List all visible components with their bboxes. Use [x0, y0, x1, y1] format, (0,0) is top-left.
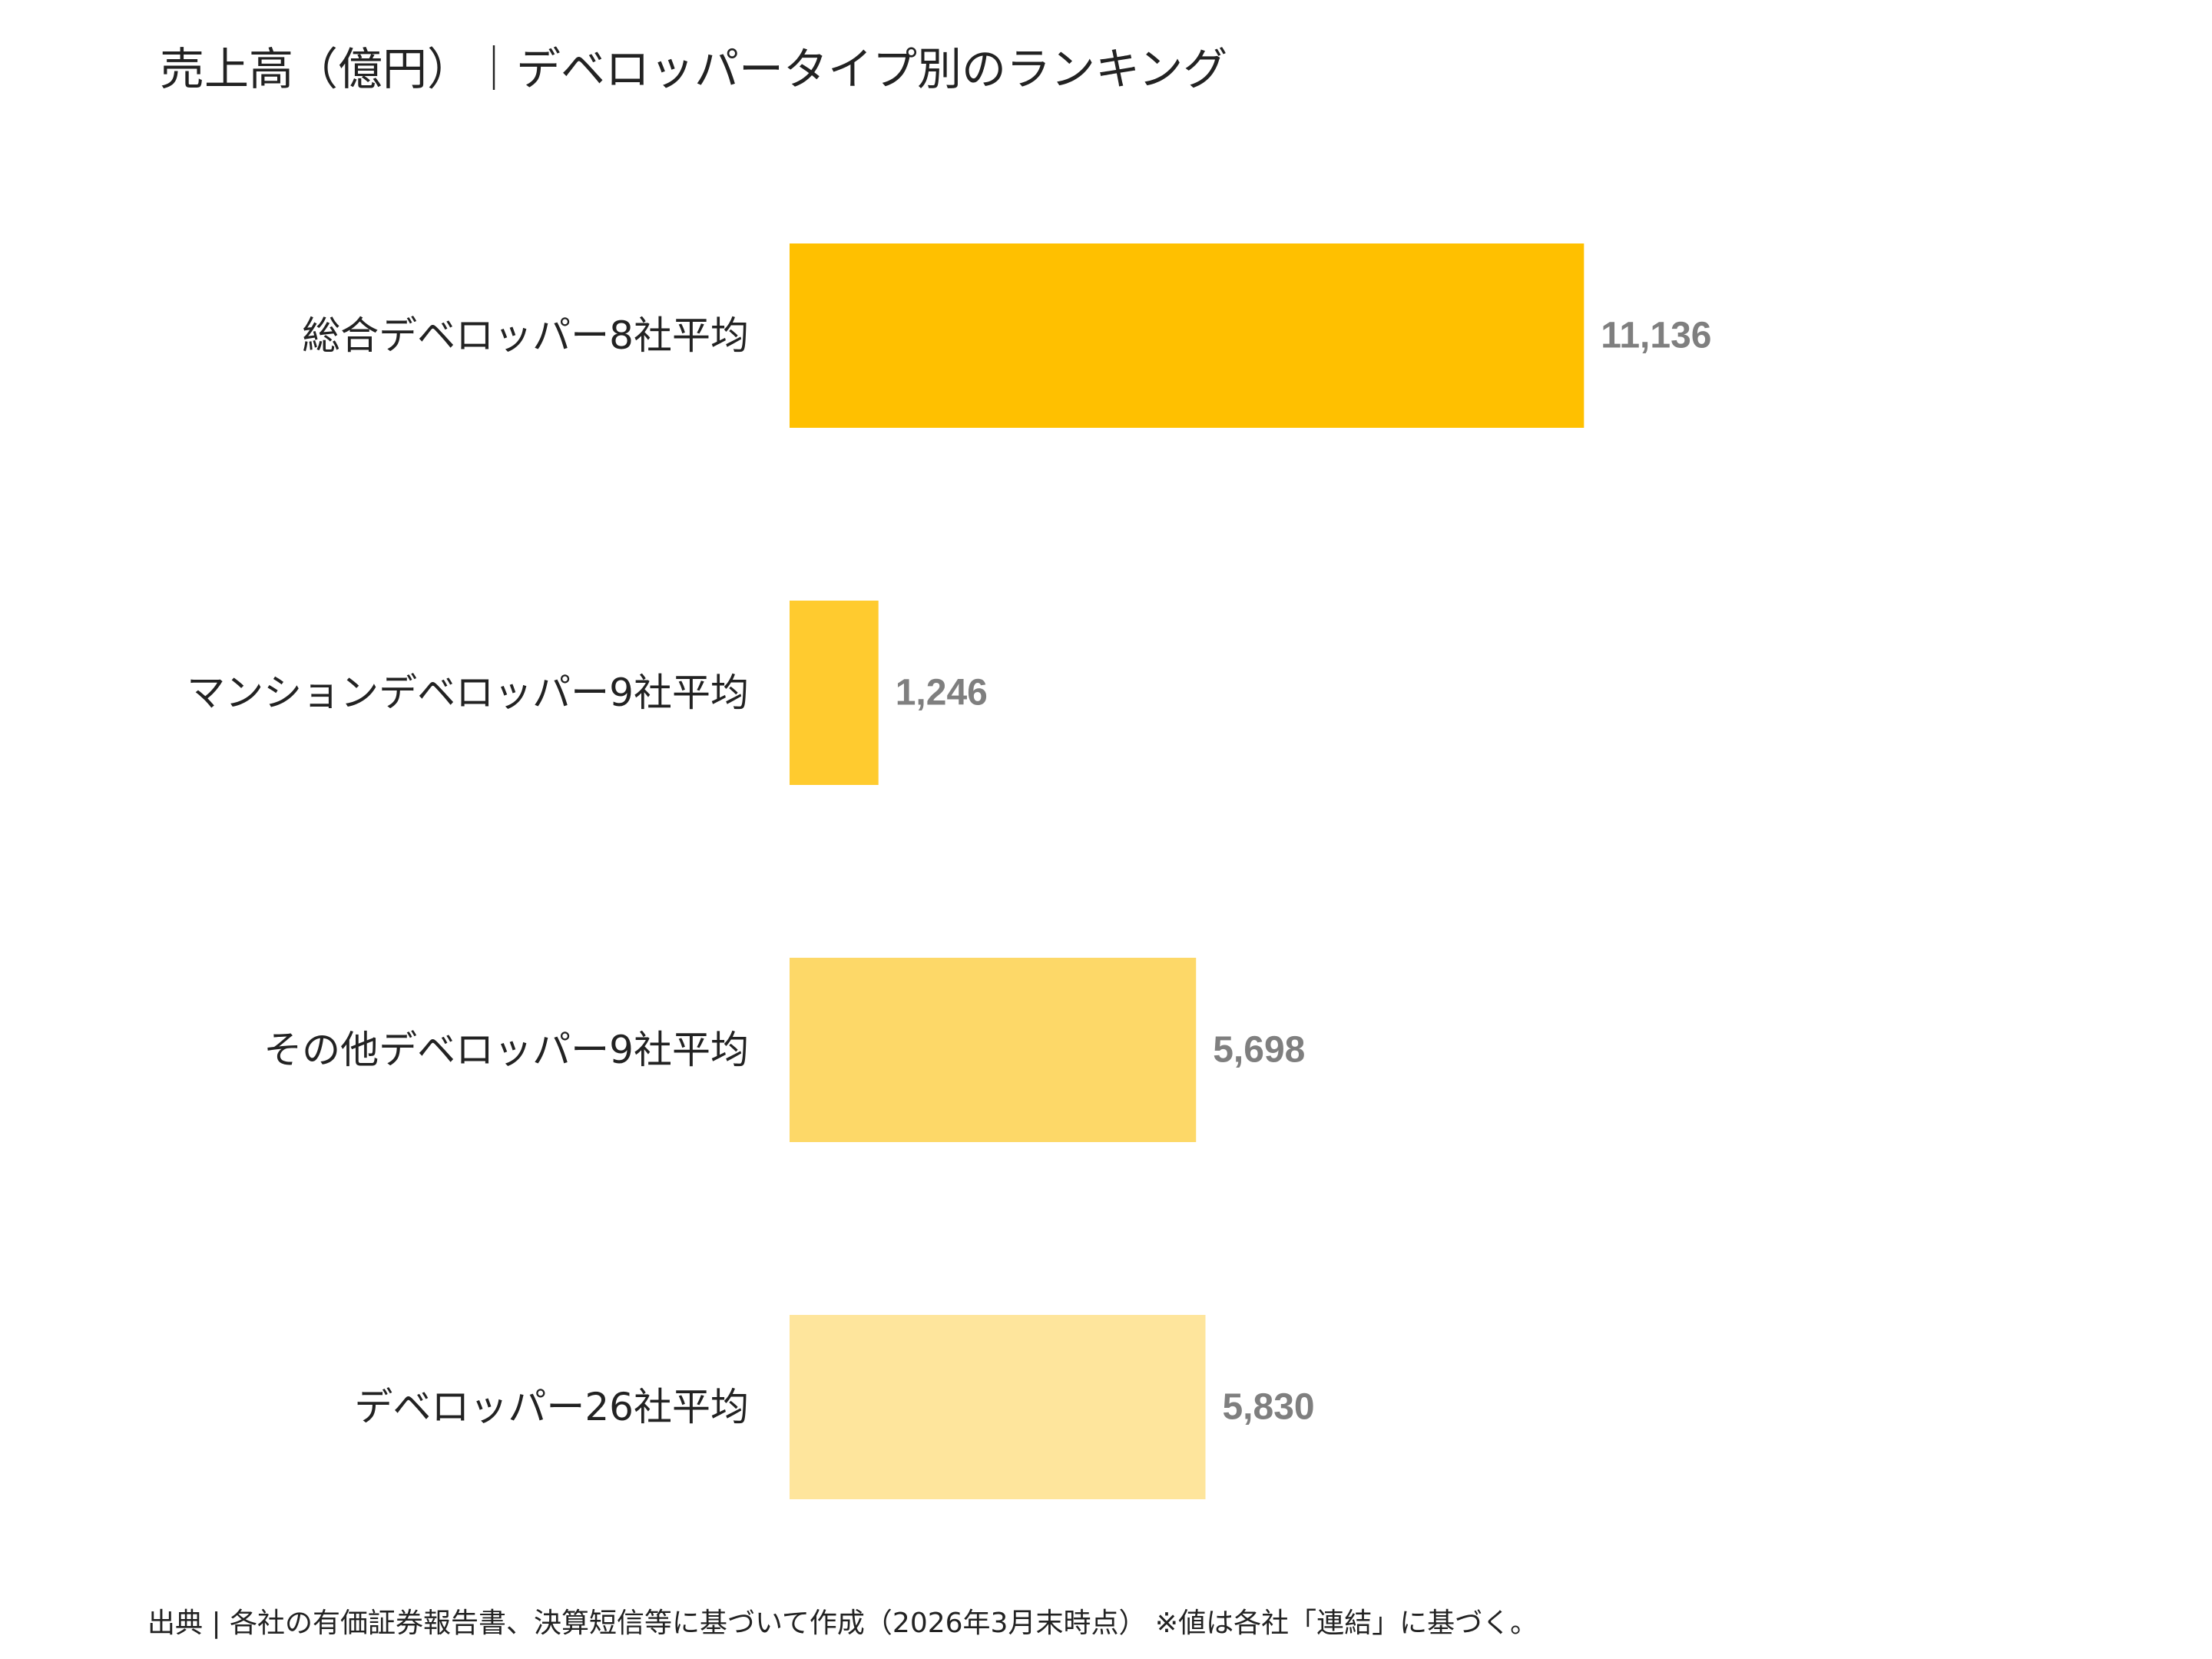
category-label-1: 総合デベロッパー8社平均	[302, 313, 749, 358]
data-label-1: 11,136	[1601, 316, 1711, 356]
bar-1	[790, 243, 1584, 428]
bar-2	[790, 601, 879, 785]
category-label-2: マンションデベロッパー9社平均	[187, 671, 749, 715]
category-label-3: その他デベロッパー9社平均	[263, 1028, 749, 1072]
bar-4	[790, 1315, 1206, 1499]
data-label-2: 1,246	[896, 673, 988, 714]
category-label-4: デベロッパー26社平均	[354, 1385, 749, 1429]
bar-3	[790, 958, 1197, 1142]
data-label-3: 5,698	[1213, 1030, 1305, 1071]
data-label-4: 5,830	[1222, 1387, 1314, 1428]
chart-title: 売上高（億円）｜デベロッパータイプ別のランキング	[160, 43, 1228, 95]
source-footnote: 出典 | 各社の有価証券報告書、決算短信等に基づいて作成（2026年3月末時点）…	[147, 1608, 1538, 1639]
